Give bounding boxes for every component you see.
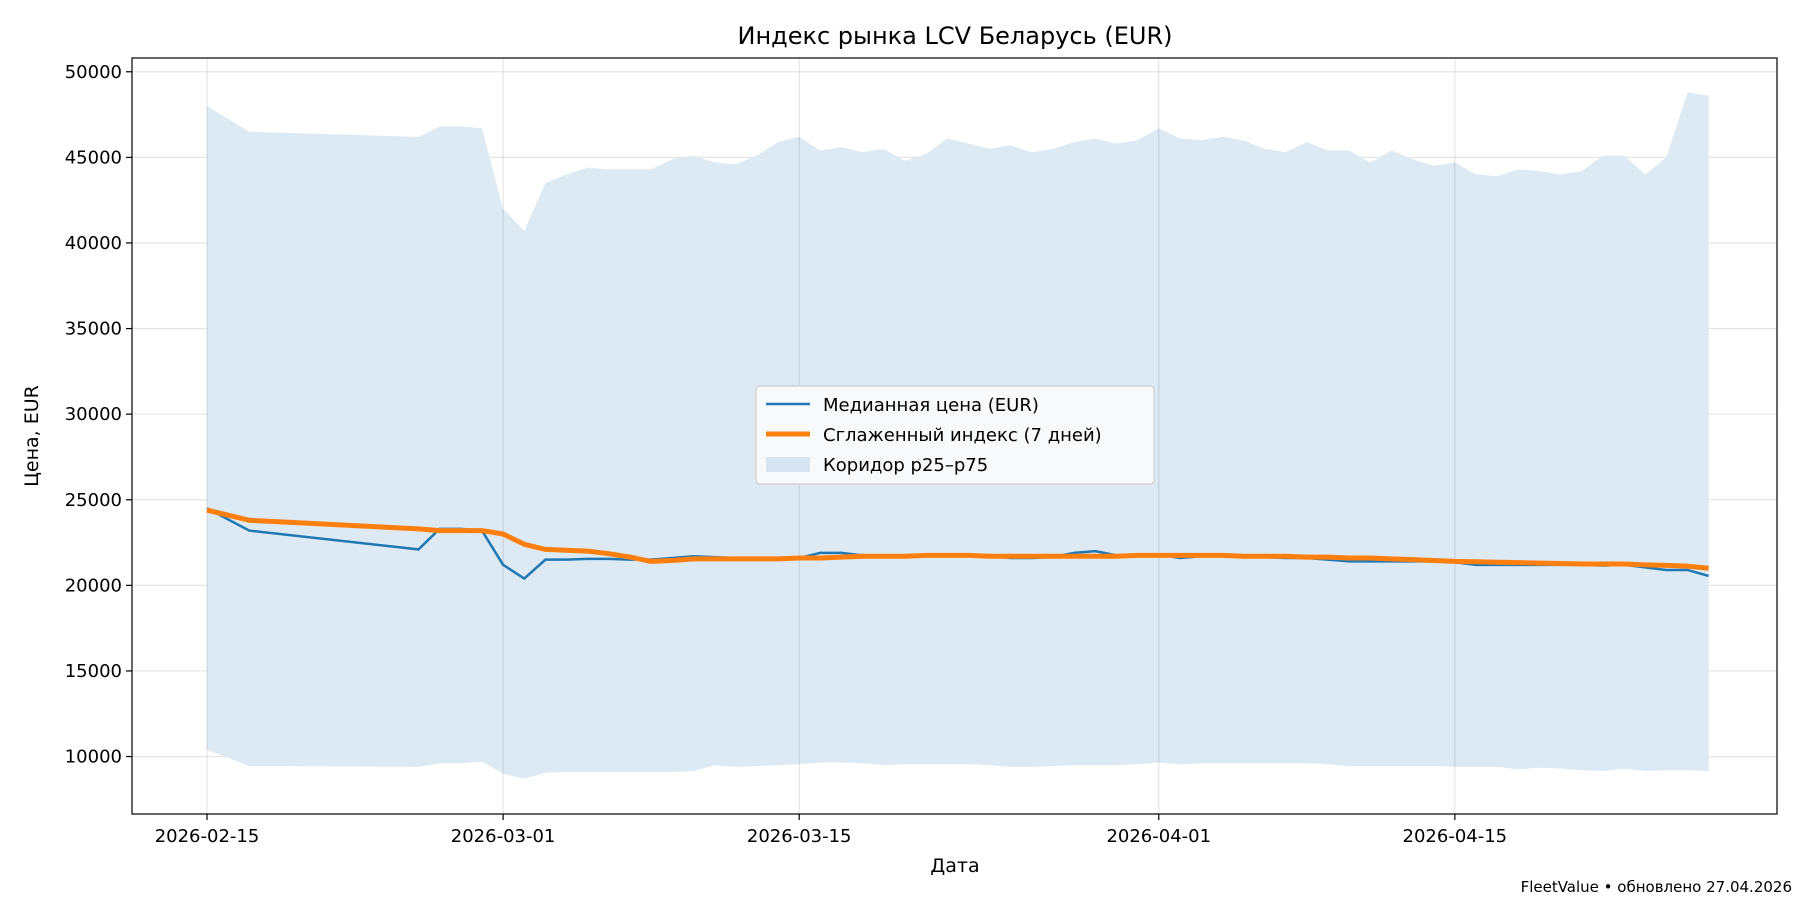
legend-smoothed-label: Сглаженный индекс (7 дней) <box>823 425 1102 446</box>
y-axis: 10000 15000 20000 25000 30000 35000 40000 45000… <box>65 62 132 768</box>
legend-median-label: Медианная цена (EUR) <box>823 395 1039 416</box>
legend-band-swatch <box>766 457 810 472</box>
y-tick-label: 40000 <box>65 233 122 254</box>
legend: Медианная цена (EUR) Сглаженный индекс (… <box>755 385 1155 485</box>
x-tick-label: 2026-02-15 <box>155 826 260 847</box>
y-tick-label: 15000 <box>65 661 122 682</box>
y-tick-label: 35000 <box>65 319 122 340</box>
x-axis: 2026-02-15 2026-03-01 2026-03-15 2026-04-01… <box>155 814 1507 847</box>
x-axis-label: Дата <box>930 855 979 877</box>
plot-frame <box>131 57 1778 815</box>
y-tick-label: 30000 <box>65 404 122 425</box>
legend-band-label: Коридор p25–p75 <box>823 455 988 476</box>
chart-title: Индекс рынка LCV Беларусь (EUR) <box>737 22 1172 50</box>
y-tick-label: 10000 <box>65 747 122 768</box>
smoothed-line <box>206 507 1709 571</box>
footer-note: FleetValue • обновлено 27.04.2026 <box>1521 878 1792 896</box>
y-tick-label: 50000 <box>65 62 122 83</box>
x-tick-label: 2026-03-01 <box>451 826 556 847</box>
y-tick-label: 45000 <box>65 147 122 168</box>
y-tick-label: 20000 <box>65 575 122 596</box>
x-tick-label: 2026-04-15 <box>1403 826 1508 847</box>
x-tick-label: 2026-03-15 <box>747 826 852 847</box>
x-tick-label: 2026-04-01 <box>1106 826 1211 847</box>
y-axis-label: Цена, EUR <box>21 385 43 487</box>
y-tick-label: 25000 <box>65 490 122 511</box>
